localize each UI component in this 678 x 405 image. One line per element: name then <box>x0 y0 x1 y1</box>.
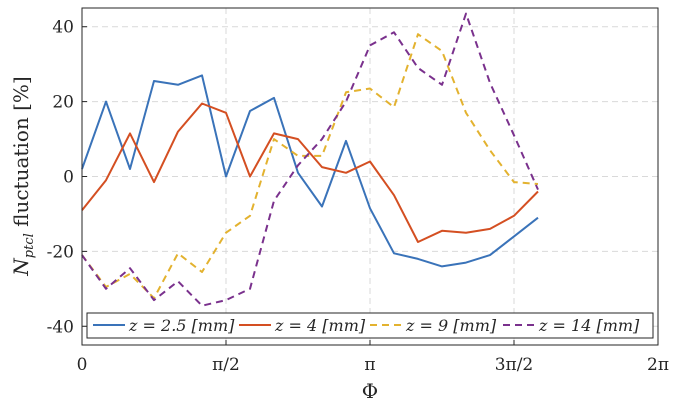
series-line-1 <box>81 102 539 243</box>
legend-label-z9: z = 9 [mm] <box>405 316 497 335</box>
series-line-2 <box>81 33 539 300</box>
x-tick-label: 0 <box>77 355 88 375</box>
y-tick-label: -20 <box>47 242 74 262</box>
legend-label-z14: z = 14 [mm] <box>538 316 640 335</box>
legend: z = 2.5 [mm] z = 4 [mm] z = 9 [mm] z = 1… <box>86 312 654 339</box>
y-tick-label: 40 <box>52 18 74 38</box>
x-tick-label: 3π/2 <box>495 355 534 375</box>
series-lines <box>81 12 539 307</box>
legend-label-z4: z = 4 [mm] <box>274 316 366 335</box>
y-axis-title-subscript: ptcl <box>22 233 37 258</box>
series-line-3 <box>81 12 539 307</box>
x-tick-label: π/2 <box>212 355 240 375</box>
y-axis-title: Nptcl fluctuation [%] <box>9 76 37 276</box>
y-tick-label: 0 <box>63 168 74 188</box>
x-tick-label: 2π <box>647 355 669 375</box>
series-line-0 <box>81 74 539 268</box>
y-tick-label: -40 <box>47 317 74 337</box>
y-axis-title-rest: fluctuation [%] <box>9 76 33 233</box>
legend-label-z2-5: z = 2.5 [mm] <box>128 316 235 335</box>
y-tick-label: 20 <box>52 93 74 113</box>
x-tick-label: π <box>364 355 375 375</box>
axis-ticks: 0 π/2 π 3π/2 2π -40 -20 0 20 40 <box>47 18 669 375</box>
y-axis-title-main: N <box>9 257 33 277</box>
x-axis-title: Φ <box>362 379 378 403</box>
grid-lines <box>82 8 658 345</box>
